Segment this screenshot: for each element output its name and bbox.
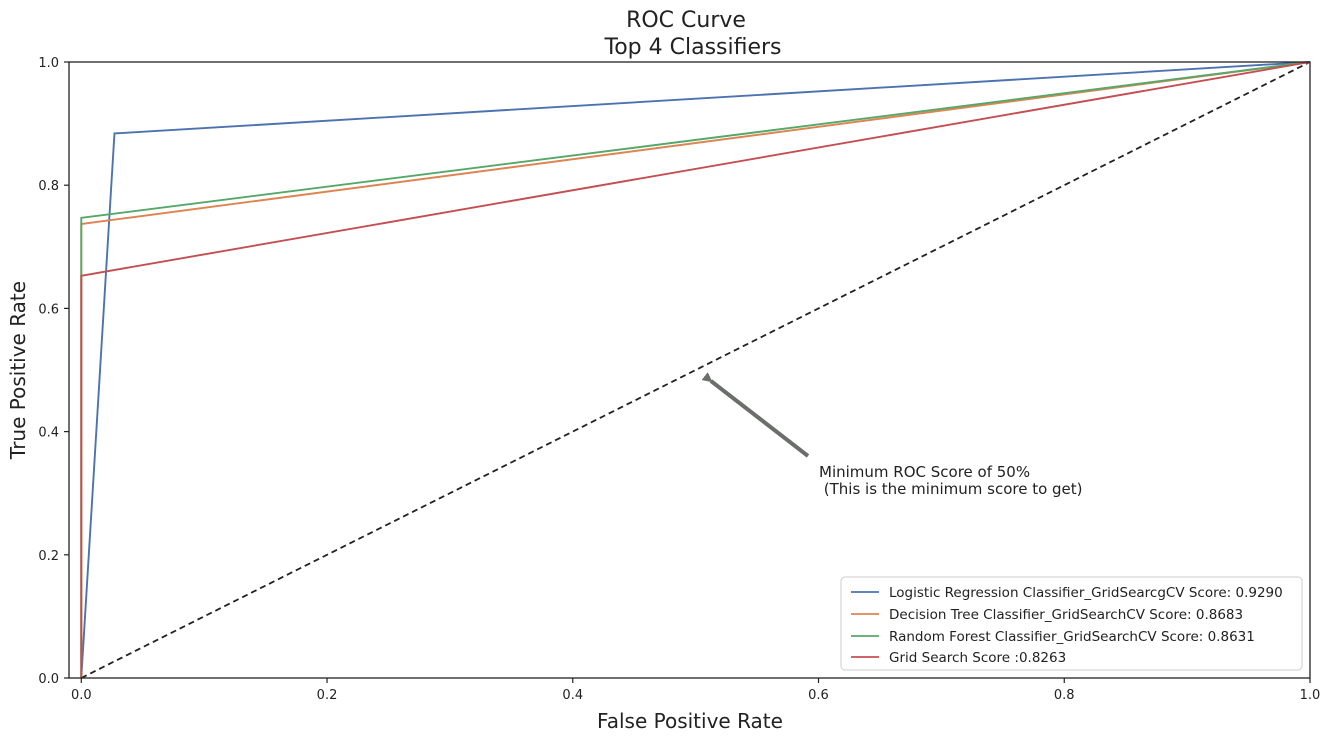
legend-label: Decision Tree Classifier_GridSearchCV Sc… [889, 607, 1243, 623]
legend-label: Random Forest Classifier_GridSearchCV Sc… [889, 629, 1255, 645]
annotation-line-1: Minimum ROC Score of 50% [819, 463, 1030, 481]
x-axis-ticks: 0.0 0.2 0.4 0.6 0.8 1.0 [71, 678, 1320, 703]
y-tick-label: 1.0 [38, 56, 59, 71]
y-axis-title: True Positive Rate [6, 281, 30, 460]
y-tick-label: 0.4 [38, 426, 59, 441]
legend-label: Grid Search Score :0.8263 [889, 650, 1066, 666]
x-tick-label: 0.0 [71, 688, 92, 703]
x-tick-label: 1.0 [1300, 688, 1321, 703]
reference-diagonal-line [80, 61, 1311, 679]
chart-subtitle: Top 4 Classifiers [604, 35, 782, 60]
annotation-line-2: (This is the minimum score to get) [819, 480, 1083, 498]
y-tick-label: 0.6 [38, 302, 59, 317]
annotation-arrow [701, 372, 810, 458]
legend-box [840, 576, 1303, 671]
annotation: Minimum ROC Score of 50% (This is the mi… [701, 372, 1083, 498]
series-line-0 [80, 61, 1311, 679]
y-tick-label: 0.8 [38, 179, 59, 194]
x-tick-label: 0.4 [562, 688, 583, 703]
y-axis-ticks: 0.0 0.2 0.4 0.6 0.8 1.0 [38, 56, 69, 687]
legend-label: Logistic Regression Classifier_GridSearc… [889, 585, 1283, 601]
series-line-3 [80, 61, 1311, 678]
chart-title: ROC Curve [626, 8, 746, 33]
x-tick-label: 0.8 [1054, 688, 1075, 703]
plot-area [68, 61, 1311, 679]
x-tick-label: 0.6 [808, 688, 829, 703]
x-axis-title: False Positive Rate [597, 709, 783, 733]
legend: Logistic Regression Classifier_GridSearc… [840, 576, 1303, 671]
y-tick-label: 0.0 [38, 672, 59, 687]
x-tick-label: 0.2 [317, 688, 338, 703]
plot-frame [68, 61, 1311, 679]
y-tick-label: 0.2 [38, 549, 59, 564]
